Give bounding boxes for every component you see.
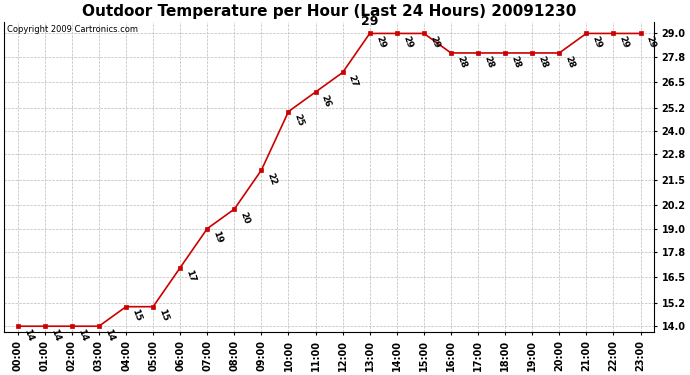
Text: 15: 15	[157, 308, 170, 323]
Text: 29: 29	[644, 35, 658, 50]
Text: 22: 22	[266, 171, 278, 186]
Text: 27: 27	[347, 74, 359, 89]
Text: 29: 29	[401, 35, 414, 50]
Text: 28: 28	[455, 54, 468, 69]
Text: 29: 29	[591, 35, 603, 50]
Text: 26: 26	[319, 93, 333, 108]
Title: Outdoor Temperature per Hour (Last 24 Hours) 20091230: Outdoor Temperature per Hour (Last 24 Ho…	[82, 4, 576, 19]
Text: 20: 20	[239, 210, 251, 225]
Text: 29: 29	[428, 35, 441, 50]
Text: 14: 14	[103, 328, 116, 342]
Text: 19: 19	[211, 230, 224, 245]
Text: 17: 17	[184, 269, 197, 284]
Text: 29: 29	[374, 35, 386, 50]
Text: 15: 15	[130, 308, 143, 323]
Text: Copyright 2009 Cartronics.com: Copyright 2009 Cartronics.com	[8, 25, 139, 34]
Text: 14: 14	[22, 328, 34, 342]
Text: 28: 28	[564, 54, 576, 69]
Text: 25: 25	[293, 113, 306, 128]
Text: 14: 14	[76, 328, 89, 342]
Text: 29: 29	[618, 35, 631, 50]
Text: 14: 14	[49, 328, 61, 342]
Text: 28: 28	[482, 54, 495, 69]
Text: 28: 28	[509, 54, 522, 69]
Text: 28: 28	[536, 54, 549, 69]
Text: 29: 29	[361, 15, 378, 28]
